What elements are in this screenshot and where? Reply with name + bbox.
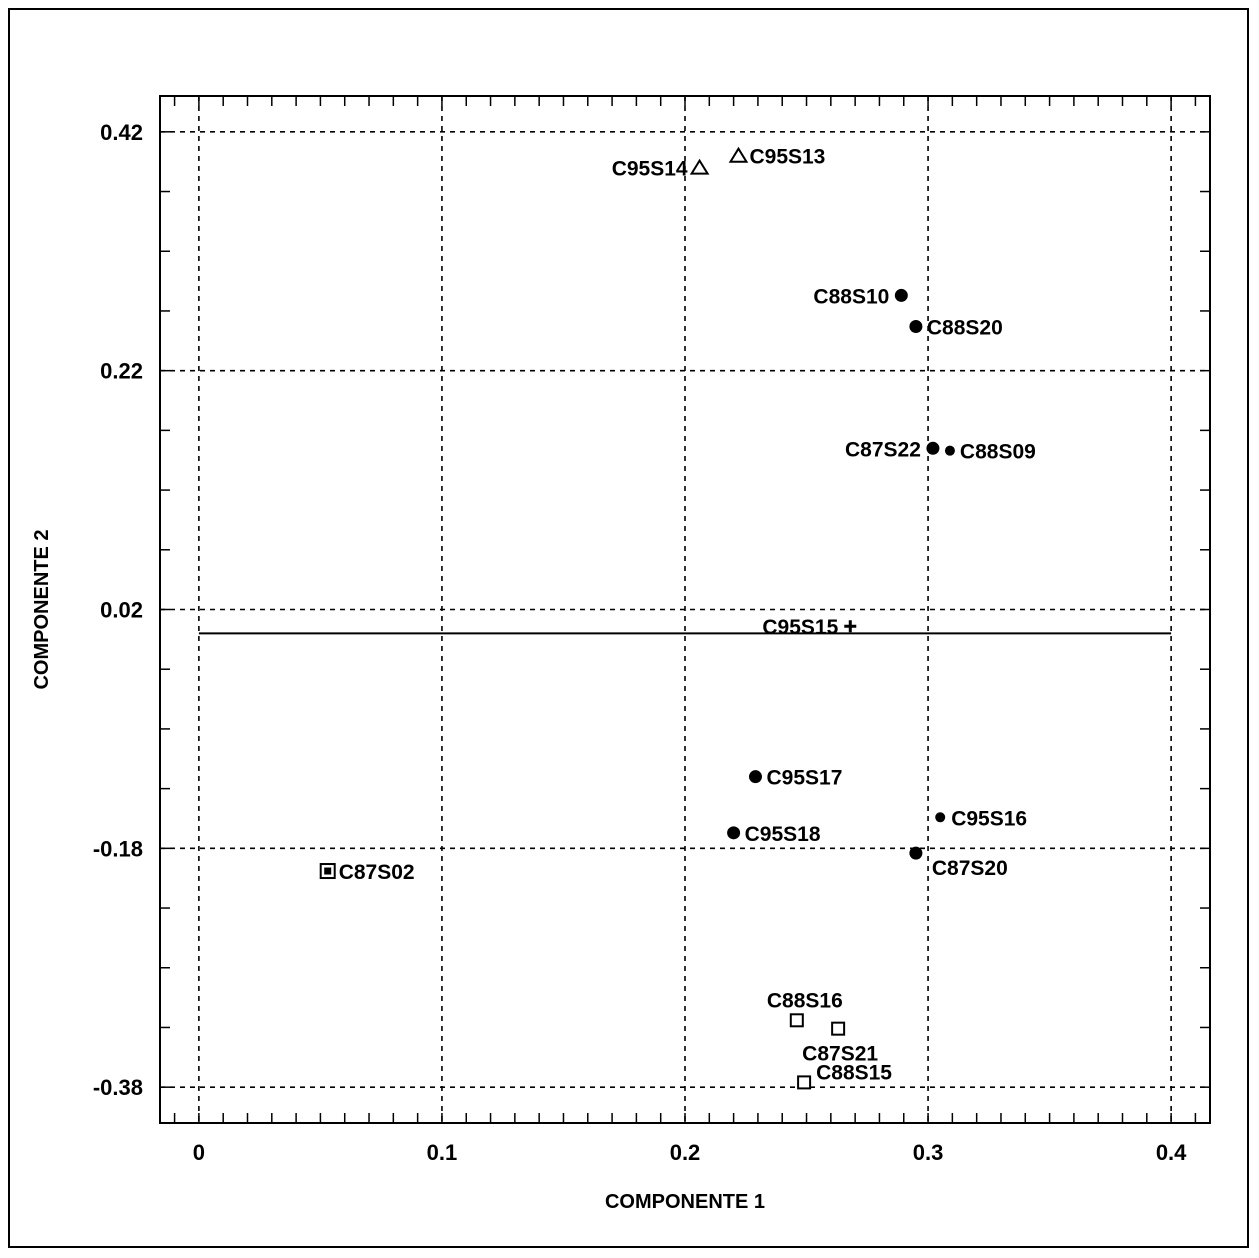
point-label: C87S21	[802, 1043, 878, 1066]
data-point: C95S17	[748, 767, 842, 790]
point-label: C95S16	[951, 807, 1027, 830]
point-marker-dot	[894, 288, 908, 302]
y-axis-tick-labels: 0.42 0.22 0.02 -0.18 -0.38	[93, 120, 143, 1100]
point-marker-triangle	[728, 146, 749, 163]
point-marker-plus	[844, 620, 857, 633]
x-tick-label: 0.3	[913, 1140, 944, 1165]
data-point: C88S09	[944, 441, 1036, 464]
point-label: C88S15	[816, 1061, 892, 1084]
point-label: C88S09	[960, 441, 1036, 464]
point-label: C87S20	[932, 857, 1008, 880]
point-label: C88S16	[767, 989, 843, 1012]
x-tick-label: 0	[193, 1140, 205, 1165]
point-label: C95S17	[766, 767, 842, 790]
data-point: C88S20	[909, 316, 1003, 339]
point-marker-dot	[748, 770, 762, 784]
data-point: C95S18	[727, 823, 821, 846]
point-marker-dot	[944, 445, 955, 456]
x-axis-tick-labels: 0 0.1 0.2 0.3 0.4	[193, 1140, 1187, 1165]
point-label: C87S22	[845, 438, 921, 461]
point-marker-square-center	[324, 867, 332, 875]
point-marker-square	[789, 1013, 804, 1028]
y-tick-label: -0.18	[93, 836, 143, 861]
y-tick-label: 0.02	[100, 598, 143, 623]
x-tick-label: 0.1	[427, 1140, 458, 1165]
x-tick-label: 0.2	[670, 1140, 701, 1165]
point-marker-dot	[727, 826, 741, 840]
point-label: C95S14	[612, 158, 688, 181]
point-marker-triangle	[689, 158, 710, 175]
data-point: C88S16	[767, 989, 843, 1028]
point-label: C95S15	[762, 616, 838, 639]
data-point: C95S14	[612, 158, 710, 181]
data-point: C95S15	[762, 616, 857, 639]
point-marker-dot	[935, 812, 946, 823]
minor-ticks	[160, 96, 1210, 1123]
data-point: C87S20	[909, 846, 1008, 880]
data-point: C95S16	[935, 807, 1027, 830]
data-points: C95S14 C95S13 C88S10 C88S20 C87S22 C88S09 C95S…	[319, 146, 1036, 1090]
data-point: C87S21	[802, 1021, 878, 1066]
y-tick-label: 0.22	[100, 359, 143, 384]
y-axis-title: COMPONENTE 2	[31, 529, 53, 689]
point-label: C88S20	[927, 316, 1003, 339]
point-label: C88S10	[813, 285, 889, 308]
point-label: C87S02	[339, 861, 415, 884]
data-point: C95S13	[728, 146, 825, 169]
data-point: C87S02	[319, 861, 415, 884]
point-label: C95S13	[749, 146, 825, 169]
data-point: C87S22	[845, 438, 940, 461]
y-tick-label: -0.38	[93, 1075, 143, 1100]
point-marker-dot	[909, 846, 923, 860]
data-point: C88S10	[813, 285, 908, 308]
point-label: C95S18	[745, 823, 821, 846]
point-marker-dot	[926, 441, 940, 455]
point-marker-square	[797, 1075, 812, 1090]
grid-lines	[160, 96, 1210, 1123]
point-marker-square	[831, 1021, 846, 1036]
chart-frame	[8, 8, 1249, 1248]
data-point: C88S15	[797, 1061, 892, 1090]
x-axis-title: COMPONENTE 1	[605, 1191, 765, 1213]
x-tick-label: 0.4	[1156, 1140, 1187, 1165]
point-marker-dot	[909, 319, 923, 333]
y-tick-label: 0.42	[100, 120, 143, 145]
